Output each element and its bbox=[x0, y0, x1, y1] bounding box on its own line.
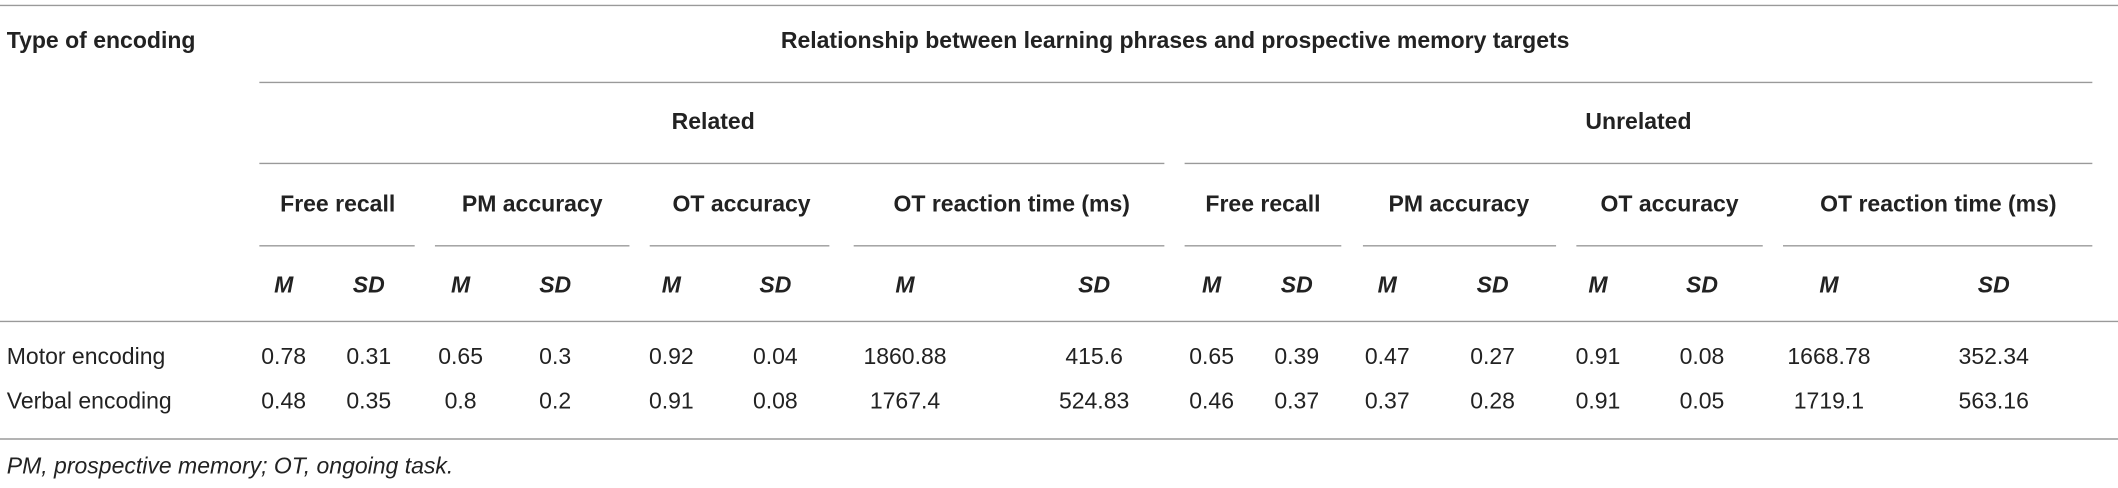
cell: 0.37 bbox=[1274, 388, 1319, 414]
footnote: PM, prospective memory; OT, ongoing task… bbox=[7, 452, 454, 478]
cell: 0.05 bbox=[1680, 388, 1725, 414]
cell: 0.27 bbox=[1470, 343, 1515, 369]
stat-header: M bbox=[1588, 271, 1608, 297]
stat-header: SD bbox=[1686, 271, 1718, 297]
stat-header: M bbox=[895, 271, 915, 297]
cell: 0.92 bbox=[649, 343, 694, 369]
cell: 0.78 bbox=[261, 343, 306, 369]
stat-header: SD bbox=[539, 271, 571, 297]
stat-header: M bbox=[451, 271, 471, 297]
stub-header: Type of encoding bbox=[7, 27, 196, 53]
stat-header: SD bbox=[1078, 271, 1110, 297]
cell: 0.08 bbox=[753, 388, 798, 414]
measure-header: OT accuracy bbox=[673, 190, 811, 216]
row-label: Verbal encoding bbox=[7, 388, 172, 414]
stat-header: SD bbox=[1978, 271, 2010, 297]
stat-header: M bbox=[1202, 271, 1222, 297]
cell: 0.31 bbox=[346, 343, 391, 369]
cell: 0.91 bbox=[1576, 388, 1621, 414]
cell: 1668.78 bbox=[1787, 343, 1870, 369]
cell: 0.2 bbox=[539, 388, 571, 414]
cell: 1767.4 bbox=[870, 388, 941, 414]
stat-header: SD bbox=[1477, 271, 1509, 297]
measure-header: OT reaction time (ms) bbox=[894, 190, 1130, 216]
cell: 0.91 bbox=[649, 388, 694, 414]
stat-header: M bbox=[662, 271, 682, 297]
cell: 0.35 bbox=[346, 388, 391, 414]
cell: 0.28 bbox=[1470, 388, 1515, 414]
measure-header: PM accuracy bbox=[1389, 190, 1530, 216]
measure-header: Free recall bbox=[1205, 190, 1320, 216]
group-header: Related bbox=[672, 108, 755, 134]
cell: 524.83 bbox=[1059, 388, 1129, 414]
cell: 0.48 bbox=[261, 388, 306, 414]
measure-header: PM accuracy bbox=[462, 190, 603, 216]
cell: 0.3 bbox=[539, 343, 571, 369]
span-header: Relationship between learning phrases an… bbox=[781, 27, 1570, 53]
measure-header: Free recall bbox=[280, 190, 395, 216]
cell: 352.34 bbox=[1959, 343, 2030, 369]
cell: 0.37 bbox=[1365, 388, 1410, 414]
stat-header: SD bbox=[353, 271, 385, 297]
stat-header: SD bbox=[759, 271, 791, 297]
stat-header: M bbox=[1819, 271, 1839, 297]
cell: 0.65 bbox=[1189, 343, 1234, 369]
stat-header: M bbox=[1378, 271, 1398, 297]
cell: 0.08 bbox=[1680, 343, 1725, 369]
cell: 1719.1 bbox=[1794, 388, 1864, 414]
cell: 415.6 bbox=[1065, 343, 1123, 369]
cell: 0.46 bbox=[1189, 388, 1234, 414]
cell: 563.16 bbox=[1959, 388, 2029, 414]
stat-header: SD bbox=[1281, 271, 1313, 297]
stat-header: M bbox=[274, 271, 294, 297]
measure-header: OT reaction time (ms) bbox=[1820, 190, 2056, 216]
cell: 0.8 bbox=[445, 388, 477, 414]
row-label: Motor encoding bbox=[7, 343, 166, 369]
group-header: Unrelated bbox=[1585, 108, 1691, 134]
cell: 1860.88 bbox=[863, 343, 946, 369]
cell: 0.39 bbox=[1274, 343, 1319, 369]
measure-header: OT accuracy bbox=[1600, 190, 1738, 216]
cell: 0.04 bbox=[753, 343, 798, 369]
cell: 0.91 bbox=[1576, 343, 1621, 369]
cell: 0.47 bbox=[1365, 343, 1410, 369]
cell: 0.65 bbox=[438, 343, 483, 369]
